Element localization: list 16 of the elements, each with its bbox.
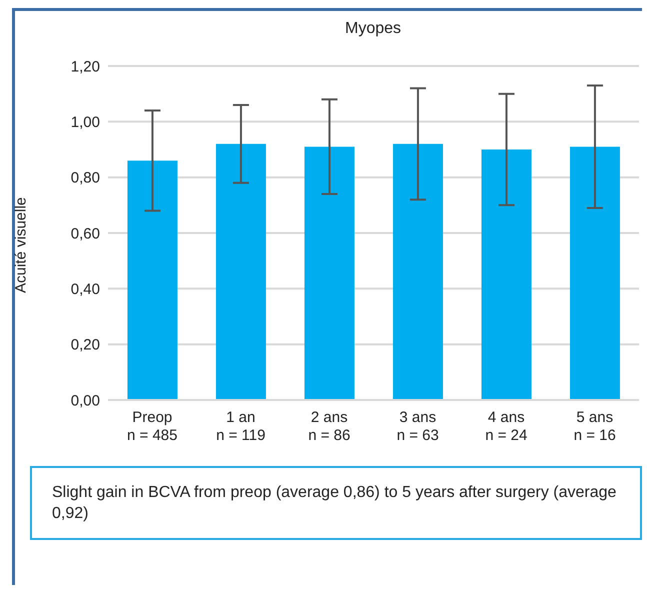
y-axis-title: Acuité visuelle <box>12 197 30 293</box>
y-tick-label: 1,20 <box>70 58 100 76</box>
x-tick-label: 3 ans n = 63 <box>396 409 439 444</box>
y-tick-label: 1,00 <box>70 114 100 131</box>
x-tick-label: 4 ans n = 24 <box>485 409 528 444</box>
y-tick-label: 0,80 <box>70 170 100 187</box>
text: Slight gain in BCVA from preop (average 0,86) to 5 years after surgery (average 0,92) <box>30 466 642 540</box>
chart-title: Myopes <box>344 20 402 38</box>
x-tick-label: 2 ans n = 86 <box>308 409 350 444</box>
x-tick-label: 1 an n = 119 <box>216 409 266 444</box>
y-tick-label: 0,20 <box>70 336 100 354</box>
x-tick-label: 5 ans n = 16 <box>574 409 616 444</box>
x-tick-label: Preop n = 485 <box>127 409 178 444</box>
y-tick-label: 0,00 <box>70 392 100 410</box>
y-tick-label: 0,40 <box>70 280 100 298</box>
y-tick-label: 0,60 <box>70 225 100 242</box>
